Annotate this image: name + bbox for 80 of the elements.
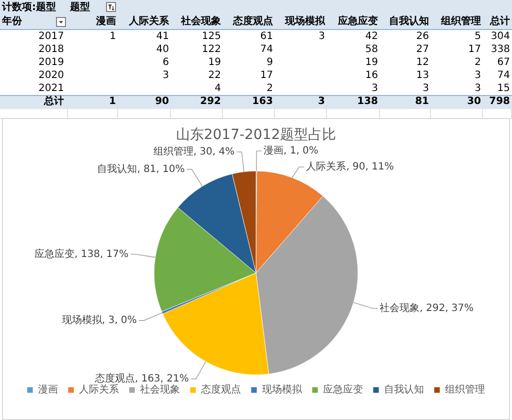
y-axis-title: 年份 (2, 16, 22, 27)
data-label: 社会现象, 292, 37% (380, 302, 474, 314)
data-label: 3 (474, 70, 481, 80)
data-label: 19 (208, 56, 221, 68)
legend-label: 组织管理 (445, 384, 485, 396)
data-label: 2 (266, 82, 273, 94)
data-label: 13 (416, 70, 429, 80)
data-label: 3 (372, 82, 378, 94)
data-label: 应急应变, 138, 17% (34, 248, 129, 260)
legend-label: 现场模拟 (262, 384, 303, 396)
legend-label: 漫画 (38, 384, 58, 396)
data-label: 3 (474, 82, 481, 94)
data-label: 15 (497, 82, 510, 94)
data-label: 态度观点, 163, 21% (94, 372, 189, 385)
legend-label: 态度观点 (200, 384, 241, 396)
data-label: 42 (365, 30, 378, 42)
data-label: 3 (162, 70, 169, 80)
data-label: 90 (155, 96, 169, 107)
data-label: 798 (489, 96, 510, 107)
data-label: 3 (318, 96, 325, 107)
data-label: 5 (474, 30, 481, 42)
x-tick-label: 自我认知 (389, 16, 429, 27)
data-label: 人际关系, 90, 11% (306, 160, 394, 173)
x-tick-label: 人际关系 (129, 16, 169, 27)
data-label: 163 (252, 96, 273, 107)
data-label: 338 (490, 44, 510, 54)
data-label: 4 (214, 82, 221, 94)
data-label: 74 (260, 44, 273, 54)
data-label: 292 (200, 96, 221, 107)
data-label: 3 (318, 30, 325, 42)
data-label: 组织管理, 30, 4% (153, 145, 235, 158)
legend-label: 社会现象 (140, 384, 180, 396)
x-tick-label: 漫画 (96, 16, 116, 27)
legend-label: 自我认知 (384, 384, 424, 396)
data-label: 12 (416, 56, 429, 68)
data-label: 17 (468, 44, 481, 54)
data-label: 122 (202, 44, 221, 54)
data-label: 19 (365, 56, 378, 68)
y-tick-label: 总计 (44, 96, 64, 107)
x-tick-label: 现场模拟 (285, 16, 325, 27)
data-label: 125 (202, 30, 221, 42)
y-tick-label: 2018 (38, 44, 64, 54)
x-tick-label: 态度观点 (233, 16, 273, 27)
data-label: 9 (266, 56, 273, 68)
data-label: 26 (416, 30, 429, 42)
legend-label: 应急应变 (323, 384, 363, 396)
data-label: 58 (365, 44, 378, 54)
data-label: 1 (110, 30, 116, 42)
data-label: 22 (208, 70, 221, 80)
y-tick-label: 2021 (38, 82, 64, 94)
chart-title: 计数项:题型 (2, 2, 56, 12)
x-tick-label: 组织管理 (441, 16, 481, 27)
data-label: 6 (162, 56, 169, 68)
data-label: 自我认知, 81, 10% (97, 162, 185, 175)
data-label: 1 (109, 96, 116, 107)
legend-label: 人际关系 (79, 384, 119, 396)
chart-title: 山东2017-2012题型占比 (176, 127, 336, 144)
y-tick-label: 2017 (38, 30, 64, 42)
data-label: 2 (474, 56, 481, 68)
data-label: 17 (260, 70, 273, 80)
data-label: 67 (497, 56, 510, 68)
data-label: 304 (490, 30, 510, 42)
data-label: 74 (497, 70, 510, 80)
data-label: 30 (467, 96, 481, 107)
x-tick-label: 应急应变 (338, 16, 378, 27)
data-label: 40 (156, 44, 169, 54)
y-tick-label: 2020 (38, 70, 64, 80)
data-label: 漫画, 1, 0% (263, 144, 318, 157)
x-tick-label: 社会现象 (181, 16, 221, 27)
data-label: 138 (357, 96, 378, 107)
data-label: 3 (422, 82, 429, 94)
data-label: 现场模拟, 3, 0% (62, 314, 137, 326)
data-label: 41 (156, 30, 169, 42)
data-label: 27 (416, 44, 429, 54)
x-tick-label: 总计 (490, 16, 510, 27)
data-label: 16 (365, 70, 378, 80)
data-label: 81 (415, 96, 429, 107)
x-axis-title: 题型 (70, 2, 90, 12)
data-label: 61 (260, 30, 273, 42)
y-tick-label: 2019 (38, 56, 64, 68)
